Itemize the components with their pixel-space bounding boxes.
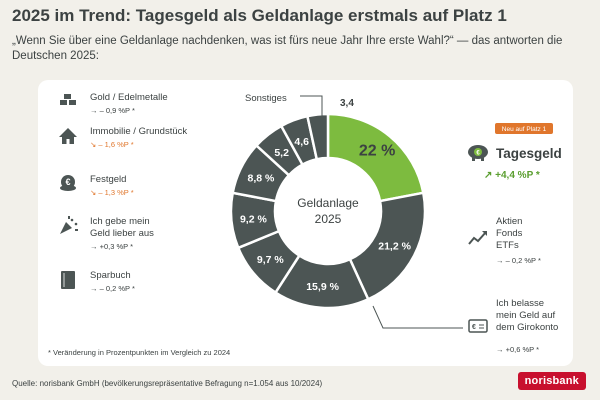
book-spine	[63, 273, 65, 287]
party-popper-icon	[60, 216, 78, 234]
bank-card-icon: €	[468, 319, 488, 333]
label-gold-edelmetalle: Gold / Edelmetalle	[90, 92, 168, 103]
leader-girokonto	[372, 305, 463, 329]
stock-chart-icon	[468, 231, 487, 245]
gold-bar	[64, 94, 71, 99]
gold-bar	[60, 100, 67, 105]
donut-chart: 22 % 21,2 % 15,9 % 9,7 % 9,2 % 8,8 % 5,2 4,6 Gel…	[59, 92, 562, 354]
value-label: 4,6	[294, 136, 309, 148]
value-label: 21,2 %	[378, 240, 411, 252]
confetti	[74, 222, 78, 226]
confetti	[70, 218, 74, 222]
label-sparbuch: Sparbuch	[90, 270, 131, 281]
badge-background	[495, 123, 553, 134]
change-gold-edelmetalle: → – 0,9 %P *	[90, 106, 135, 115]
trend-line	[468, 231, 487, 245]
label-girokonto: Ich belasse mein Geld auf dem Girokonto	[496, 298, 558, 333]
page-subtitle: „Wenn Sie über eine Geldanlage nachdenke…	[12, 35, 563, 62]
book-cover	[61, 271, 75, 289]
label-ich-gebe-mein: Ich gebe mein Geld lieber aus	[90, 216, 154, 239]
source-line: Quelle: norisbank GmbH (bevölkerungsrepr…	[12, 379, 323, 388]
change-aktien: → – 0,2 %P *	[496, 256, 541, 265]
euro-glyph: €	[65, 177, 70, 187]
label-festgeld: Festgeld	[90, 174, 126, 185]
value-label: 22 %	[359, 143, 395, 160]
value-label: 8,8 %	[248, 172, 276, 184]
change-tagesgeld: ↗ +4,4 %P *	[484, 170, 540, 181]
center-label: Geldanlage 2025	[297, 196, 359, 226]
change-ich-gebe-mein: → +0,3 %P *	[90, 242, 133, 251]
coin	[61, 175, 75, 189]
confetti	[75, 229, 78, 231]
euro-coins-icon: €	[60, 175, 76, 191]
label-tagesgeld: Tagesgeld	[496, 146, 562, 161]
house-roof	[59, 128, 77, 137]
confetti	[68, 216, 70, 219]
gold-bar	[69, 100, 76, 105]
page-title: 2025 im Trend: Tagesgeld als Geldanlage …	[12, 6, 507, 25]
slice-sonstiges	[305, 112, 330, 161]
savings-book-icon	[61, 271, 75, 289]
value-label: 15,9 %	[306, 281, 339, 293]
value-label: 9,2 %	[240, 214, 268, 226]
card-outline	[468, 319, 488, 333]
house-door	[66, 139, 70, 144]
leader-sonstiges	[300, 95, 323, 116]
chart-card: 22 % 21,2 % 15,9 % 9,7 % 9,2 % 8,8 % 5,2 4,6 Gel…	[38, 80, 573, 366]
trend-arrow	[482, 231, 487, 236]
value-label-sonstiges: 3,4	[340, 98, 354, 109]
euro-glyph: €	[472, 324, 476, 331]
footnote: * Veränderung in Prozentpunkten im Vergl…	[48, 348, 231, 357]
change-girokonto: → +0,6 %P *	[496, 345, 539, 354]
label-sonstiges: Sonstiges	[245, 93, 287, 104]
change-immobilie-grundstueck: ↘ – 1,6 %P *	[90, 140, 134, 149]
gold-bars-icon	[60, 94, 76, 105]
piggy-bank-icon: €	[468, 145, 488, 161]
label-immobilie-grundstueck: Immobilie / Grundstück	[90, 126, 187, 137]
label-aktien: Aktien Fonds ETFs	[496, 216, 523, 251]
euro-glyph: €	[476, 151, 480, 157]
piggy-coin	[474, 148, 482, 156]
norisbank-logo: norisbank	[517, 372, 586, 390]
house-icon	[59, 128, 77, 144]
value-label: 5,2	[274, 147, 289, 159]
value-label: 9,7 %	[257, 254, 285, 266]
badge-text: Neu auf Platz 1	[502, 126, 547, 133]
piggy-leg	[472, 157, 475, 161]
change-festgeld: ↘ – 1,3 %P *	[90, 188, 134, 197]
piggy-leg	[481, 157, 484, 161]
popper-cone	[60, 222, 72, 234]
new-badge: Neu auf Platz 1	[495, 123, 553, 134]
change-sparbuch: → – 0,2 %P *	[90, 284, 135, 293]
